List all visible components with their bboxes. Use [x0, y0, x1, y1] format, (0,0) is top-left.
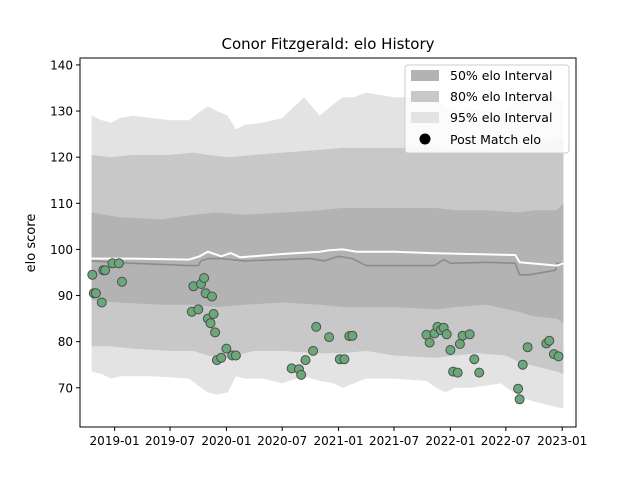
chart-title: Conor Fitzgerald: elo History — [221, 35, 434, 53]
post-match-point — [113, 258, 124, 269]
y-tick-label: 130 — [50, 105, 73, 119]
legend-swatch-95 — [411, 112, 439, 123]
mean-line — [91, 248, 564, 267]
y-tick-label: 100 — [50, 243, 73, 257]
post-match-point — [210, 327, 221, 338]
post-match-point — [87, 269, 98, 280]
x-tick-label: 2021-07 — [369, 434, 419, 448]
post-match-point — [347, 330, 358, 341]
x-tick-label: 2022-01 — [425, 434, 475, 448]
legend-frame — [404, 64, 570, 154]
legend-label-95: 95% elo Interval — [450, 110, 552, 125]
x-tick-label: 2022-07 — [481, 434, 531, 448]
post-match-point — [193, 304, 204, 315]
post-match-point — [445, 345, 456, 355]
post-match-point — [221, 343, 232, 354]
legend: 50% elo Interval 80% elo Interval 95% el… — [404, 64, 570, 154]
legend-label-points: Post Match elo — [450, 132, 541, 147]
post-match-point — [452, 367, 463, 378]
median-line — [91, 255, 564, 276]
y-tick-label: 80 — [58, 335, 73, 349]
post-match-point — [296, 369, 307, 380]
y-tick-label: 70 — [58, 381, 73, 395]
y-tick-label: 140 — [50, 58, 73, 72]
post-match-point — [308, 345, 319, 356]
trend-lines — [91, 248, 564, 276]
post-match-point — [324, 332, 335, 343]
post-match-point — [339, 354, 350, 365]
post-match-point — [300, 355, 311, 366]
post-match-point — [311, 321, 322, 332]
plot-frame — [79, 57, 577, 428]
legend-label-50: 50% elo Interval — [450, 68, 552, 83]
post-match-point — [117, 276, 127, 287]
x-tick-label: 2020-07 — [257, 434, 307, 448]
post-match-point — [96, 297, 107, 308]
y-axis-label: elo score — [24, 214, 39, 273]
x-tick-label: 2019-07 — [145, 434, 195, 448]
x-tick-label: 2023-01 — [537, 434, 587, 448]
post-match-point — [216, 352, 227, 363]
post-match-point — [199, 273, 210, 283]
post-match-point — [514, 394, 525, 405]
post-match-point — [100, 265, 111, 276]
legend-label-80: 80% elo Interval — [450, 89, 552, 104]
post-match-point — [474, 367, 485, 378]
y-tick-label: 110 — [50, 197, 73, 211]
legend-marker-points — [419, 133, 431, 145]
y-axis: 70 80 90 100 110 120 130 140 — [50, 58, 80, 395]
y-tick-label: 120 — [50, 151, 73, 165]
post-match-point — [205, 318, 216, 329]
legend-swatch-80 — [411, 91, 439, 102]
post-match-points — [87, 258, 564, 405]
legend-swatch-50 — [411, 70, 439, 81]
post-match-point — [230, 350, 241, 361]
post-match-point — [553, 351, 564, 362]
post-match-point — [517, 359, 528, 370]
x-tick-label: 2019-01 — [90, 434, 140, 448]
post-match-point — [469, 354, 480, 365]
x-axis: 2019-01 2019-07 2020-01 2020-07 2021-01 2021-… — [90, 427, 587, 448]
post-match-point — [208, 309, 219, 319]
post-match-point — [424, 337, 435, 348]
post-match-point — [454, 339, 465, 349]
post-match-point — [522, 342, 533, 353]
x-tick-label: 2020-01 — [201, 434, 251, 448]
post-match-point — [90, 288, 101, 299]
x-tick-label: 2021-01 — [313, 434, 363, 448]
post-match-point — [513, 383, 524, 394]
post-match-point — [544, 335, 555, 346]
post-match-point — [207, 291, 217, 302]
y-tick-label: 90 — [58, 289, 73, 303]
post-match-point — [464, 329, 475, 340]
post-match-point — [441, 329, 452, 340]
